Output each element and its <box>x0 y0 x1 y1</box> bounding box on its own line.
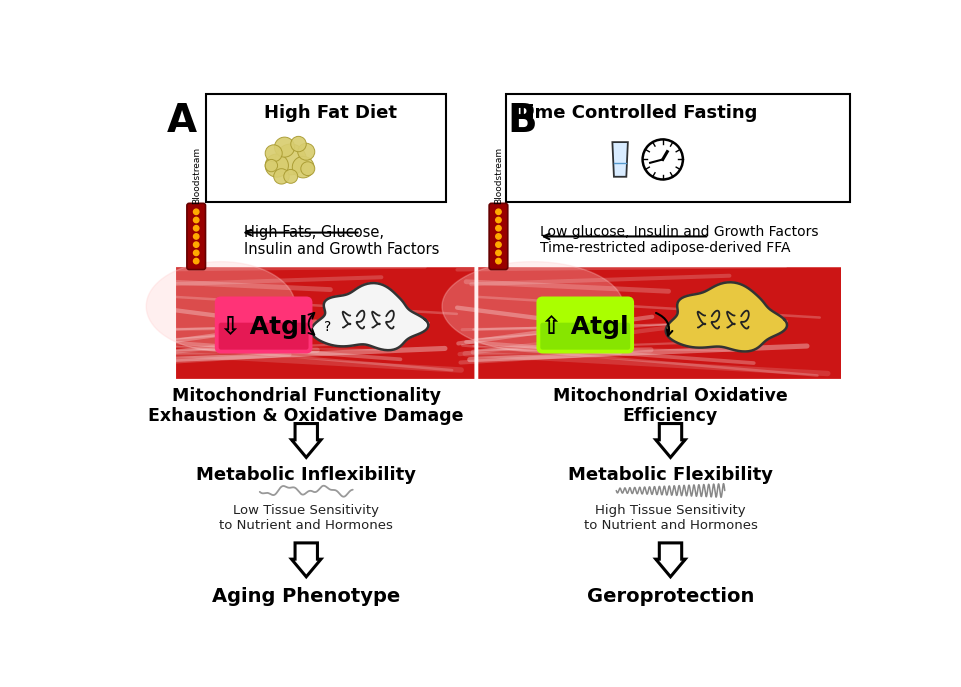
Text: Bloodstream: Bloodstream <box>191 147 201 204</box>
Circle shape <box>193 242 199 247</box>
Text: ⇧ Atgl: ⇧ Atgl <box>541 315 628 339</box>
Circle shape <box>193 217 199 223</box>
Circle shape <box>292 157 313 178</box>
Text: Bloodstream: Bloodstream <box>493 147 503 204</box>
Circle shape <box>642 139 682 179</box>
Polygon shape <box>442 262 623 351</box>
Circle shape <box>193 258 199 264</box>
FancyBboxPatch shape <box>218 323 308 350</box>
Circle shape <box>275 144 306 174</box>
FancyBboxPatch shape <box>536 297 633 354</box>
Text: ?: ? <box>324 320 332 335</box>
Text: B: B <box>507 102 537 139</box>
Text: Metabolic Inflexibility: Metabolic Inflexibility <box>196 466 416 484</box>
Bar <box>505 94 850 202</box>
FancyBboxPatch shape <box>478 267 840 379</box>
Circle shape <box>265 159 278 172</box>
Text: Low glucose, Insulin and Growth Factors
Time-restricted adipose-derived FFA: Low glucose, Insulin and Growth Factors … <box>540 225 818 255</box>
Polygon shape <box>612 142 628 177</box>
Text: High Fat Diet: High Fat Diet <box>263 104 396 122</box>
Text: Mitochondrial Functionality
Exhaustion & Oxidative Damage: Mitochondrial Functionality Exhaustion &… <box>148 387 463 425</box>
Circle shape <box>193 250 199 256</box>
Text: A: A <box>166 102 197 139</box>
Text: High Fats, Glucose,
Insulin and Growth Factors: High Fats, Glucose, Insulin and Growth F… <box>244 225 439 258</box>
Bar <box>206 94 445 202</box>
Polygon shape <box>655 543 684 577</box>
Circle shape <box>495 209 501 214</box>
Text: Aging Phenotype: Aging Phenotype <box>212 587 400 606</box>
Circle shape <box>193 225 199 231</box>
Polygon shape <box>146 262 295 351</box>
Polygon shape <box>665 282 786 352</box>
Text: ⇩ Atgl: ⇩ Atgl <box>219 315 308 339</box>
Polygon shape <box>291 424 321 458</box>
Circle shape <box>495 258 501 264</box>
Text: Low Tissue Sensitivity
to Nutrient and Hormones: Low Tissue Sensitivity to Nutrient and H… <box>219 504 393 532</box>
Circle shape <box>495 217 501 223</box>
Circle shape <box>274 137 294 157</box>
Circle shape <box>297 144 314 160</box>
FancyBboxPatch shape <box>540 323 629 350</box>
Circle shape <box>495 234 501 239</box>
Circle shape <box>283 170 297 183</box>
Text: Mitochondrial Oxidative
Efficiency: Mitochondrial Oxidative Efficiency <box>553 387 787 425</box>
Text: Time Controlled Fasting: Time Controlled Fasting <box>515 104 756 122</box>
Circle shape <box>495 250 501 256</box>
Text: Geroprotection: Geroprotection <box>586 587 753 606</box>
FancyBboxPatch shape <box>186 203 206 269</box>
Polygon shape <box>291 543 321 577</box>
FancyBboxPatch shape <box>176 267 474 379</box>
Circle shape <box>265 145 282 161</box>
Text: Metabolic Flexibility: Metabolic Flexibility <box>567 466 773 484</box>
Polygon shape <box>311 283 428 350</box>
FancyBboxPatch shape <box>214 297 312 354</box>
FancyBboxPatch shape <box>488 203 507 269</box>
Polygon shape <box>655 424 684 458</box>
Circle shape <box>274 169 289 184</box>
Circle shape <box>301 161 314 176</box>
Circle shape <box>495 242 501 247</box>
Circle shape <box>193 234 199 239</box>
Circle shape <box>290 136 306 152</box>
Text: High Tissue Sensitivity
to Nutrient and Hormones: High Tissue Sensitivity to Nutrient and … <box>583 504 756 532</box>
Circle shape <box>193 209 199 214</box>
Circle shape <box>265 154 288 177</box>
Circle shape <box>495 225 501 231</box>
